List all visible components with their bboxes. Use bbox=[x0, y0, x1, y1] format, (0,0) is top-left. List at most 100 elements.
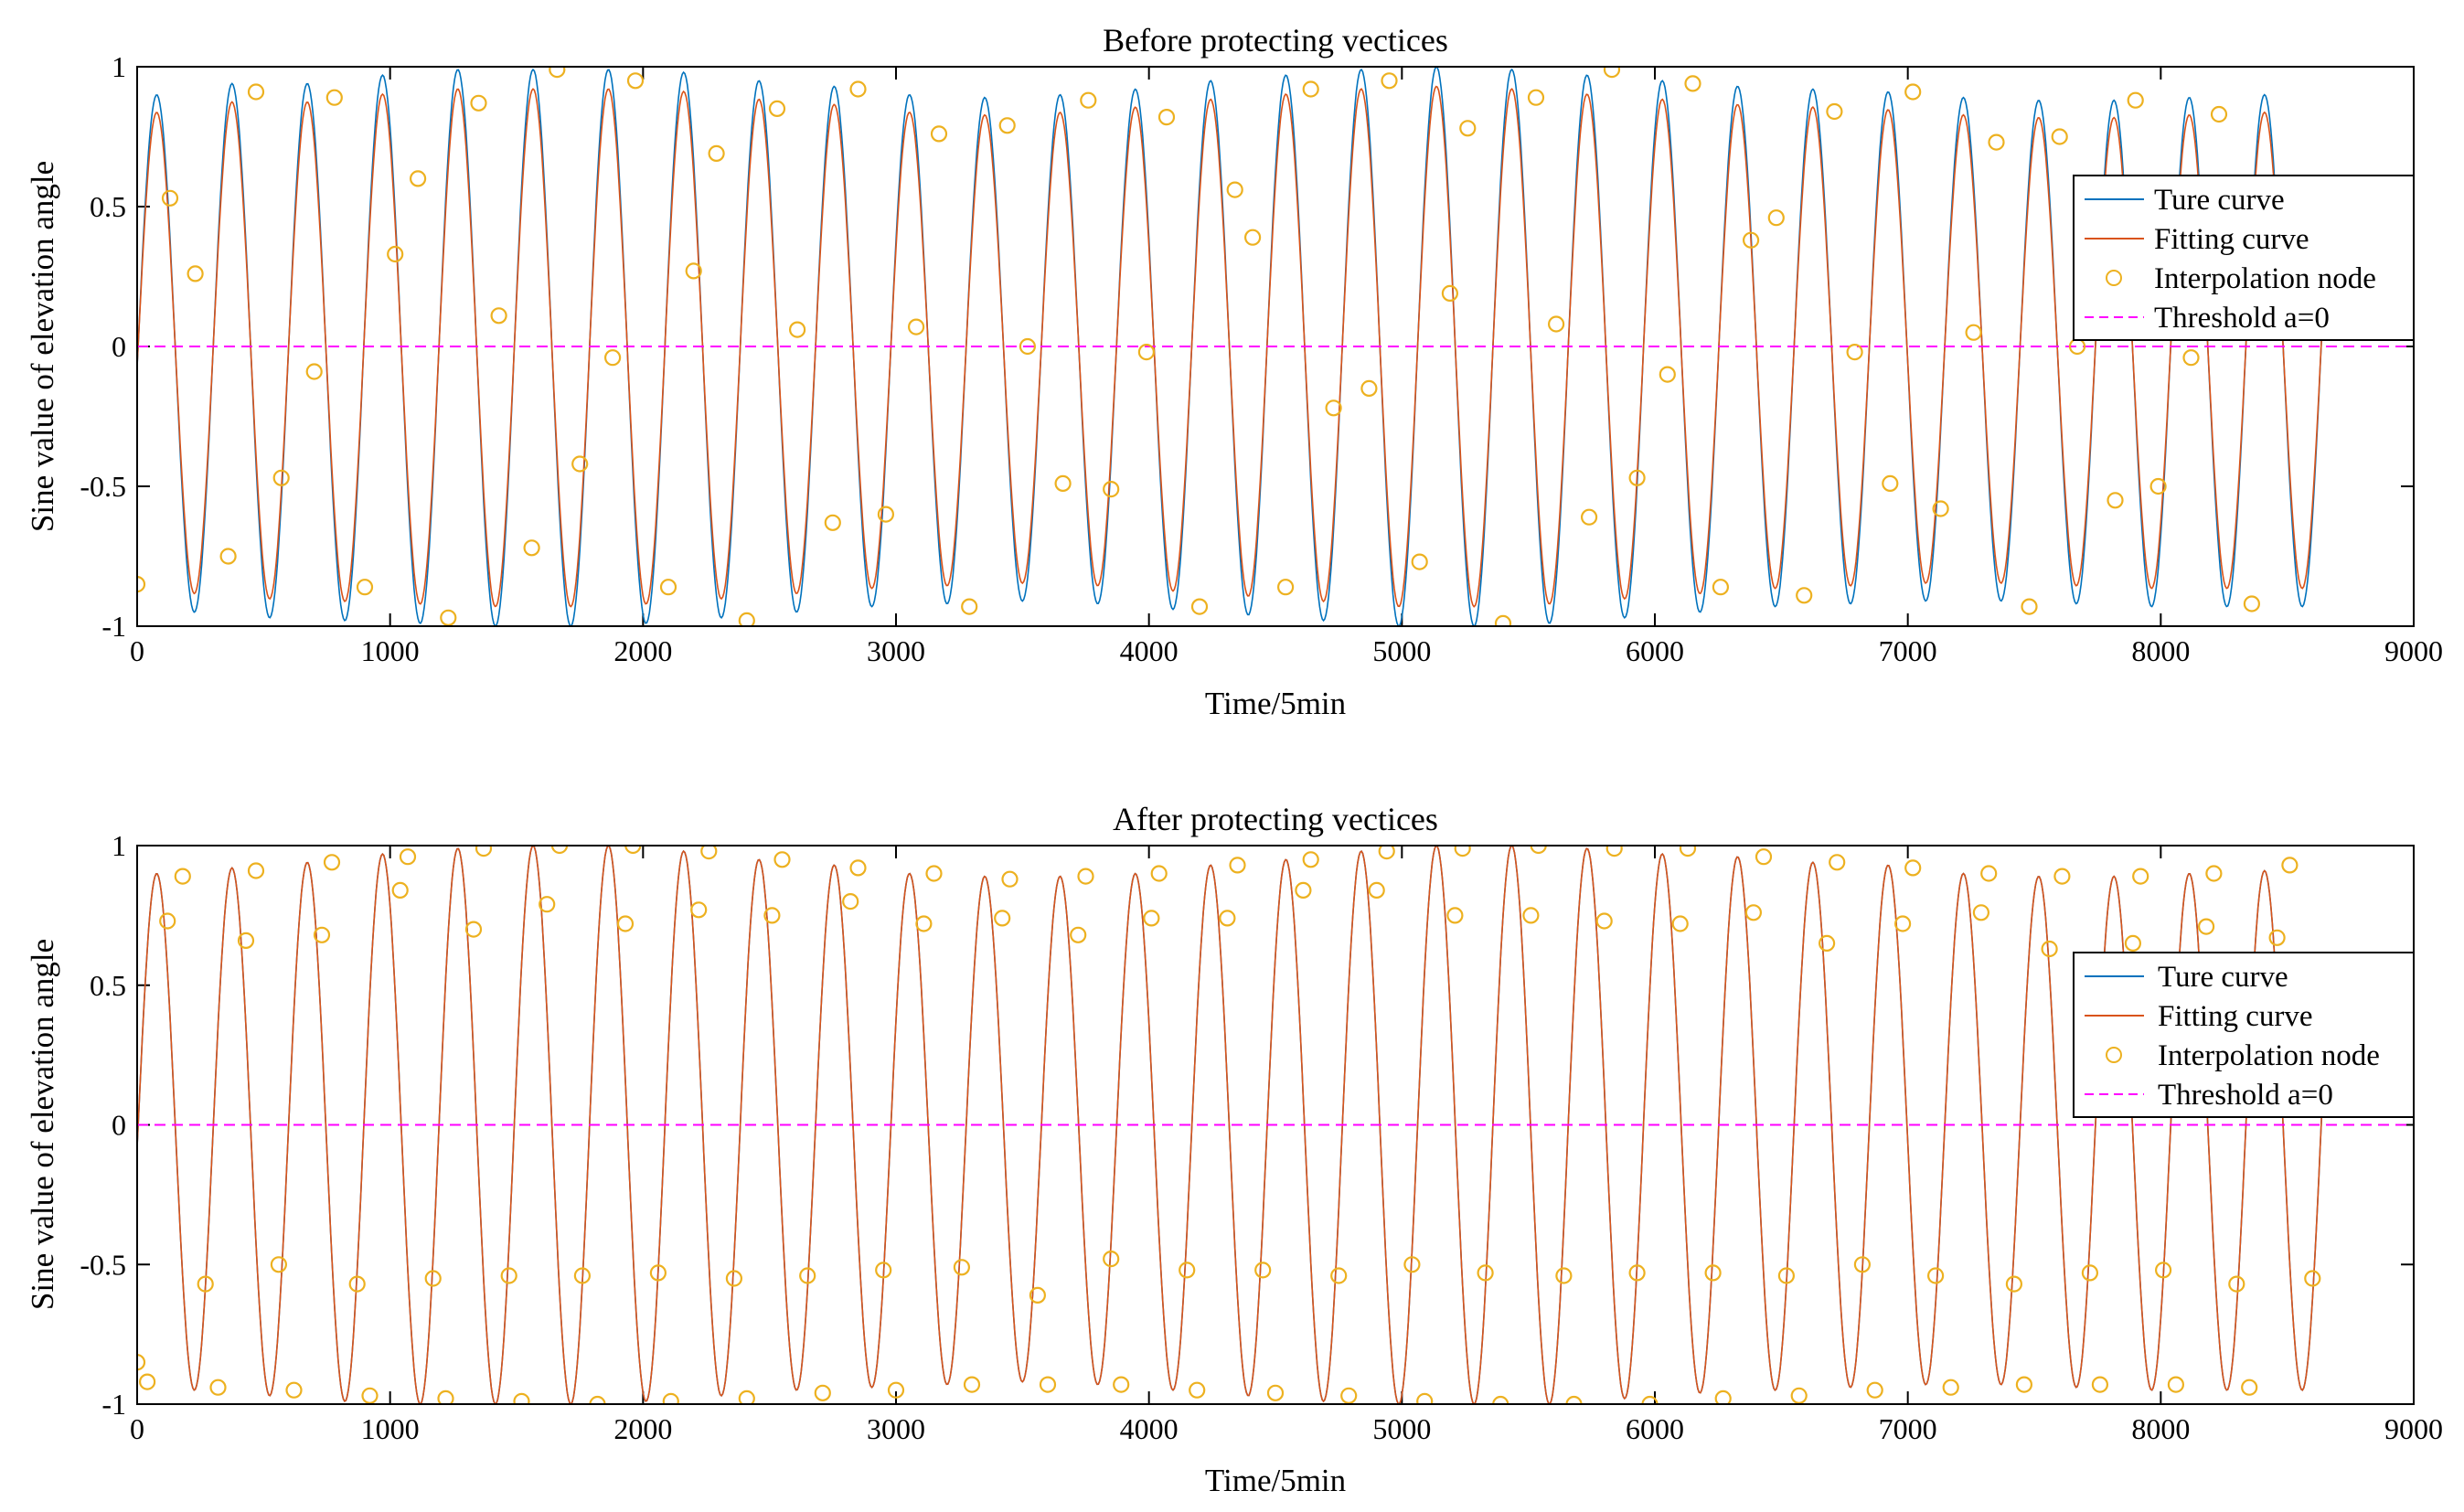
bottom-interpolation-node bbox=[174, 868, 191, 885]
bottom-interpolation-node bbox=[2155, 1262, 2172, 1279]
bottom-legend: Ture curve Fitting curve Interpolation n… bbox=[2073, 952, 2415, 1118]
top-interpolation-node bbox=[247, 83, 265, 101]
bottom-interpolation-node bbox=[1113, 1376, 1130, 1393]
bottom-chart-panel: 0 1000 2000 3000 4000 5000 6000 7000 8000 9000 -1… bbox=[25, 801, 2443, 1498]
top-legend-fit-label: Fitting curve bbox=[2154, 223, 2309, 256]
top-interpolation-node bbox=[1302, 80, 1319, 98]
bottom-interpolation-node bbox=[799, 1267, 816, 1284]
bottom-interpolation-node bbox=[1555, 1267, 1573, 1284]
top-interpolation-node bbox=[2107, 492, 2124, 509]
bottom-interpolation-node bbox=[1818, 934, 1836, 953]
top-interpolation-node bbox=[659, 579, 677, 596]
bottom-interpolation-node bbox=[1744, 904, 1763, 921]
bottom-interpolation-node bbox=[1330, 1267, 1348, 1284]
bottom-interpolation-node bbox=[159, 912, 176, 930]
top-x-tick-label: 3000 bbox=[867, 634, 925, 667]
bottom-interpolation-node bbox=[573, 1267, 592, 1284]
top-interpolation-node bbox=[1796, 587, 1813, 604]
bottom-interpolation-node bbox=[437, 1390, 454, 1404]
top-x-axis-label: Time/5min bbox=[1205, 686, 1346, 721]
bottom-interpolation-node bbox=[2005, 1275, 2022, 1293]
top-interpolation-node bbox=[849, 80, 867, 98]
bottom-interpolation-node bbox=[285, 1381, 303, 1399]
bottom-interpolation-node bbox=[399, 848, 417, 866]
top-interpolation-node bbox=[708, 144, 725, 162]
bottom-interpolation-node bbox=[2041, 940, 2058, 958]
bottom-interpolation-node bbox=[1866, 1381, 1883, 1399]
top-y-tick-label: 0.5 bbox=[90, 190, 126, 223]
bottom-interpolation-node bbox=[1641, 1395, 1659, 1404]
top-interpolation-node bbox=[1767, 209, 1785, 227]
bottom-interpolation-node bbox=[2205, 865, 2223, 882]
bottom-interpolation-node bbox=[649, 1264, 667, 1282]
bottom-interpolation-node bbox=[2281, 857, 2299, 874]
top-interpolation-node bbox=[2127, 91, 2144, 109]
bottom-interpolation-node bbox=[424, 1270, 442, 1287]
bottom-interpolation-node bbox=[2198, 918, 2215, 935]
bottom-interpolation-node bbox=[270, 1256, 287, 1273]
top-x-tick-label: 5000 bbox=[1372, 634, 1431, 667]
top-interpolation-node bbox=[1494, 614, 1512, 626]
bottom-chart-title: After protecting vectices bbox=[1113, 801, 1438, 837]
top-interpolation-node bbox=[824, 514, 841, 531]
top-interpolation-node bbox=[1932, 500, 1949, 517]
top-interpolation-node bbox=[1381, 72, 1398, 90]
bottom-y-tick-label: -1 bbox=[101, 1388, 126, 1421]
bottom-interpolation-node bbox=[1522, 907, 1540, 924]
bottom-y-axis-label: Sine value of elevation angle bbox=[25, 939, 60, 1310]
bottom-interpolation-node bbox=[1777, 1267, 1796, 1284]
top-x-tick-label: 8000 bbox=[2131, 634, 2190, 667]
top-chart-title: Before protecting vectices bbox=[1103, 22, 1448, 59]
bottom-interpolation-node bbox=[1492, 1395, 1509, 1404]
bottom-interpolation-node bbox=[137, 1354, 146, 1371]
bottom-x-axis-label: Time/5min bbox=[1205, 1463, 1346, 1498]
bottom-interpolation-node bbox=[1595, 912, 1613, 930]
bottom-y-tick-label: -0.5 bbox=[80, 1248, 126, 1281]
top-x-tick-label: 1000 bbox=[361, 634, 420, 667]
top-interpolation-node bbox=[1019, 337, 1037, 356]
top-interpolation-node bbox=[2210, 105, 2228, 123]
top-interpolation-node bbox=[961, 598, 978, 615]
bottom-interpolation-node bbox=[763, 907, 781, 924]
bottom-interpolation-node bbox=[1229, 857, 1246, 874]
bottom-interpolation-node bbox=[361, 1387, 379, 1404]
top-interpolation-node bbox=[1846, 344, 1863, 361]
top-x-tick-label: 2000 bbox=[613, 634, 672, 667]
top-interpolation-node bbox=[603, 349, 622, 367]
bottom-interpolation-node bbox=[887, 1381, 905, 1399]
bottom-interpolation-node bbox=[1219, 910, 1236, 927]
top-interpolation-node bbox=[2051, 128, 2068, 145]
bottom-interpolation-node bbox=[1853, 1256, 1872, 1273]
bottom-interpolation-node bbox=[1942, 1379, 1959, 1396]
bottom-interpolation-node bbox=[925, 865, 943, 882]
top-interpolation-node bbox=[1965, 324, 1982, 341]
bottom-y-tick-label: 1 bbox=[112, 829, 126, 862]
bottom-interpolation-node bbox=[1143, 910, 1160, 927]
bottom-interpolation-node bbox=[1972, 904, 1989, 921]
top-x-tick-label: 0 bbox=[130, 634, 144, 667]
bottom-interpolation-node bbox=[953, 1259, 971, 1276]
bottom-interpolation-node bbox=[2132, 868, 2149, 885]
bottom-interpolation-node bbox=[1446, 907, 1464, 924]
top-interpolation-node bbox=[1527, 89, 1545, 106]
top-interpolation-node bbox=[1547, 315, 1565, 333]
top-interpolation-node bbox=[2021, 598, 2038, 615]
bottom-interpolation-node bbox=[237, 932, 255, 950]
bottom-interpolation-node bbox=[1704, 1264, 1722, 1282]
bottom-legend-node-label: Interpolation node bbox=[2158, 1039, 2380, 1072]
bottom-interpolation-node bbox=[1679, 846, 1697, 857]
bottom-interpolation-node bbox=[2124, 934, 2141, 953]
top-interpolation-node bbox=[1276, 579, 1295, 596]
top-interpolation-node bbox=[470, 94, 487, 112]
top-interpolation-node bbox=[523, 539, 540, 557]
bottom-interpolation-node bbox=[513, 1392, 530, 1404]
top-legend: Ture curve Fitting curve Interpolation n… bbox=[2073, 175, 2415, 341]
bottom-interpolation-node bbox=[2081, 1264, 2098, 1282]
bottom-interpolation-node bbox=[1530, 846, 1547, 855]
bottom-x-tick-label: 1000 bbox=[361, 1412, 420, 1445]
top-interpolation-node bbox=[1459, 120, 1477, 137]
bottom-y-tick-label: 0 bbox=[112, 1109, 126, 1142]
top-chart-panel: 0 1000 2000 3000 4000 5000 6000 7000 8000 9000 -1… bbox=[25, 22, 2443, 721]
top-interpolation-node bbox=[1826, 102, 1843, 121]
